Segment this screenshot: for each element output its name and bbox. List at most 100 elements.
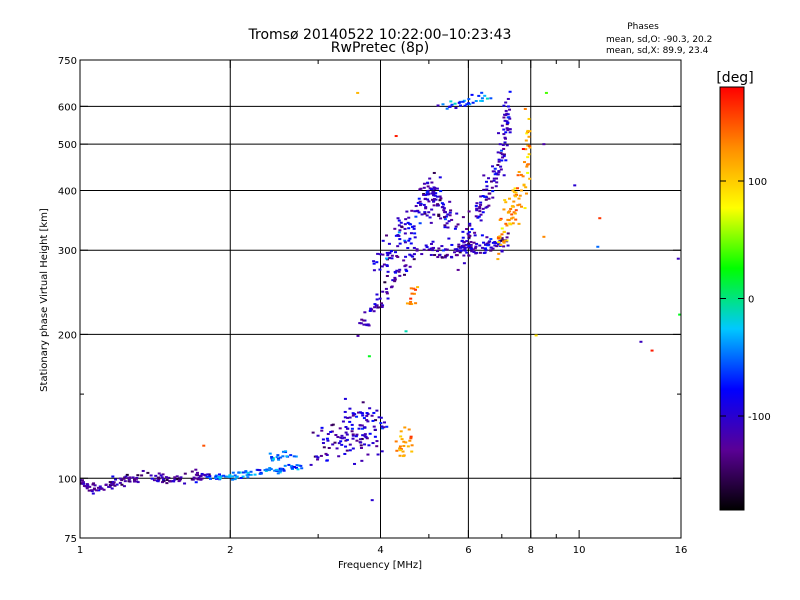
data-point <box>358 411 362 414</box>
data-point <box>474 252 478 255</box>
data-point <box>510 205 514 208</box>
data-point <box>359 441 363 444</box>
data-point <box>414 205 418 208</box>
data-point <box>505 123 509 126</box>
data-point <box>398 242 402 245</box>
data-point <box>487 241 491 244</box>
data-point <box>508 108 512 111</box>
data-point <box>245 474 249 477</box>
y-tick-label: 100 <box>58 474 77 485</box>
data-point <box>527 145 531 148</box>
data-point <box>467 245 471 248</box>
data-point <box>453 227 457 230</box>
data-point <box>505 120 509 123</box>
data-point <box>468 103 472 106</box>
data-point <box>398 454 402 457</box>
data-point <box>489 180 493 183</box>
data-point <box>414 215 418 218</box>
data-point <box>388 252 392 255</box>
data-point <box>508 128 512 131</box>
data-point <box>453 102 457 105</box>
data-point <box>205 475 209 478</box>
data-point <box>453 251 457 254</box>
data-point <box>195 471 199 474</box>
data-point <box>460 244 464 247</box>
data-point <box>440 202 444 205</box>
data-point <box>356 334 360 337</box>
data-point <box>461 100 465 103</box>
data-point <box>157 472 161 475</box>
data-point <box>471 248 475 251</box>
data-point <box>478 205 482 208</box>
chart-subtitle: RwPretec (8p) <box>331 40 429 56</box>
data-point <box>231 475 235 478</box>
data-point <box>501 240 505 243</box>
data-point <box>460 239 464 242</box>
data-point <box>160 476 164 479</box>
data-point <box>500 149 504 152</box>
data-point <box>484 180 488 183</box>
data-point <box>122 485 126 488</box>
data-point <box>436 256 440 259</box>
data-point <box>141 469 145 472</box>
data-point <box>380 427 384 430</box>
data-point <box>92 487 96 490</box>
data-point <box>398 445 402 448</box>
data-point <box>502 104 506 107</box>
data-point <box>526 129 530 132</box>
data-point <box>82 484 86 487</box>
data-point <box>500 237 504 240</box>
data-point <box>92 482 96 485</box>
data-point <box>478 244 482 247</box>
data-point <box>403 232 407 235</box>
data-point <box>398 449 402 452</box>
data-point <box>278 467 282 470</box>
data-point <box>463 249 467 252</box>
data-point <box>194 473 198 476</box>
data-point <box>120 479 124 482</box>
data-point <box>479 219 483 222</box>
data-point <box>525 163 529 166</box>
data-point <box>386 270 390 273</box>
data-point <box>427 211 431 214</box>
data-point <box>412 253 416 256</box>
data-point <box>75 488 78 490</box>
data-point <box>351 412 355 415</box>
data-point <box>434 198 438 201</box>
data-point <box>458 100 462 103</box>
data-point <box>448 105 452 108</box>
data-point <box>86 484 90 487</box>
data-point <box>295 464 299 467</box>
data-point <box>276 457 280 460</box>
data-point <box>241 475 245 478</box>
data-point <box>393 270 397 273</box>
grid-lines <box>80 60 681 538</box>
data-point <box>324 452 328 455</box>
data-point <box>407 216 411 219</box>
data-point <box>444 215 448 218</box>
data-point <box>468 222 472 225</box>
data-point <box>431 240 435 243</box>
data-point <box>154 474 158 477</box>
data-point <box>503 239 507 242</box>
data-point <box>235 475 239 478</box>
data-point <box>282 469 286 472</box>
data-point <box>362 417 366 420</box>
data-point <box>514 218 518 221</box>
data-point <box>343 397 347 400</box>
data-point <box>381 290 385 293</box>
data-point <box>372 310 376 313</box>
data-point <box>501 156 505 159</box>
data-point <box>309 463 313 466</box>
data-point <box>339 440 343 443</box>
data-point <box>480 246 484 249</box>
data-point <box>457 101 461 104</box>
data-point <box>489 238 493 241</box>
data-point <box>495 177 499 180</box>
data-point <box>443 256 447 259</box>
data-point <box>351 414 355 417</box>
data-point <box>409 300 413 303</box>
data-point <box>399 435 403 438</box>
data-point <box>355 433 359 436</box>
data-point <box>426 185 430 188</box>
